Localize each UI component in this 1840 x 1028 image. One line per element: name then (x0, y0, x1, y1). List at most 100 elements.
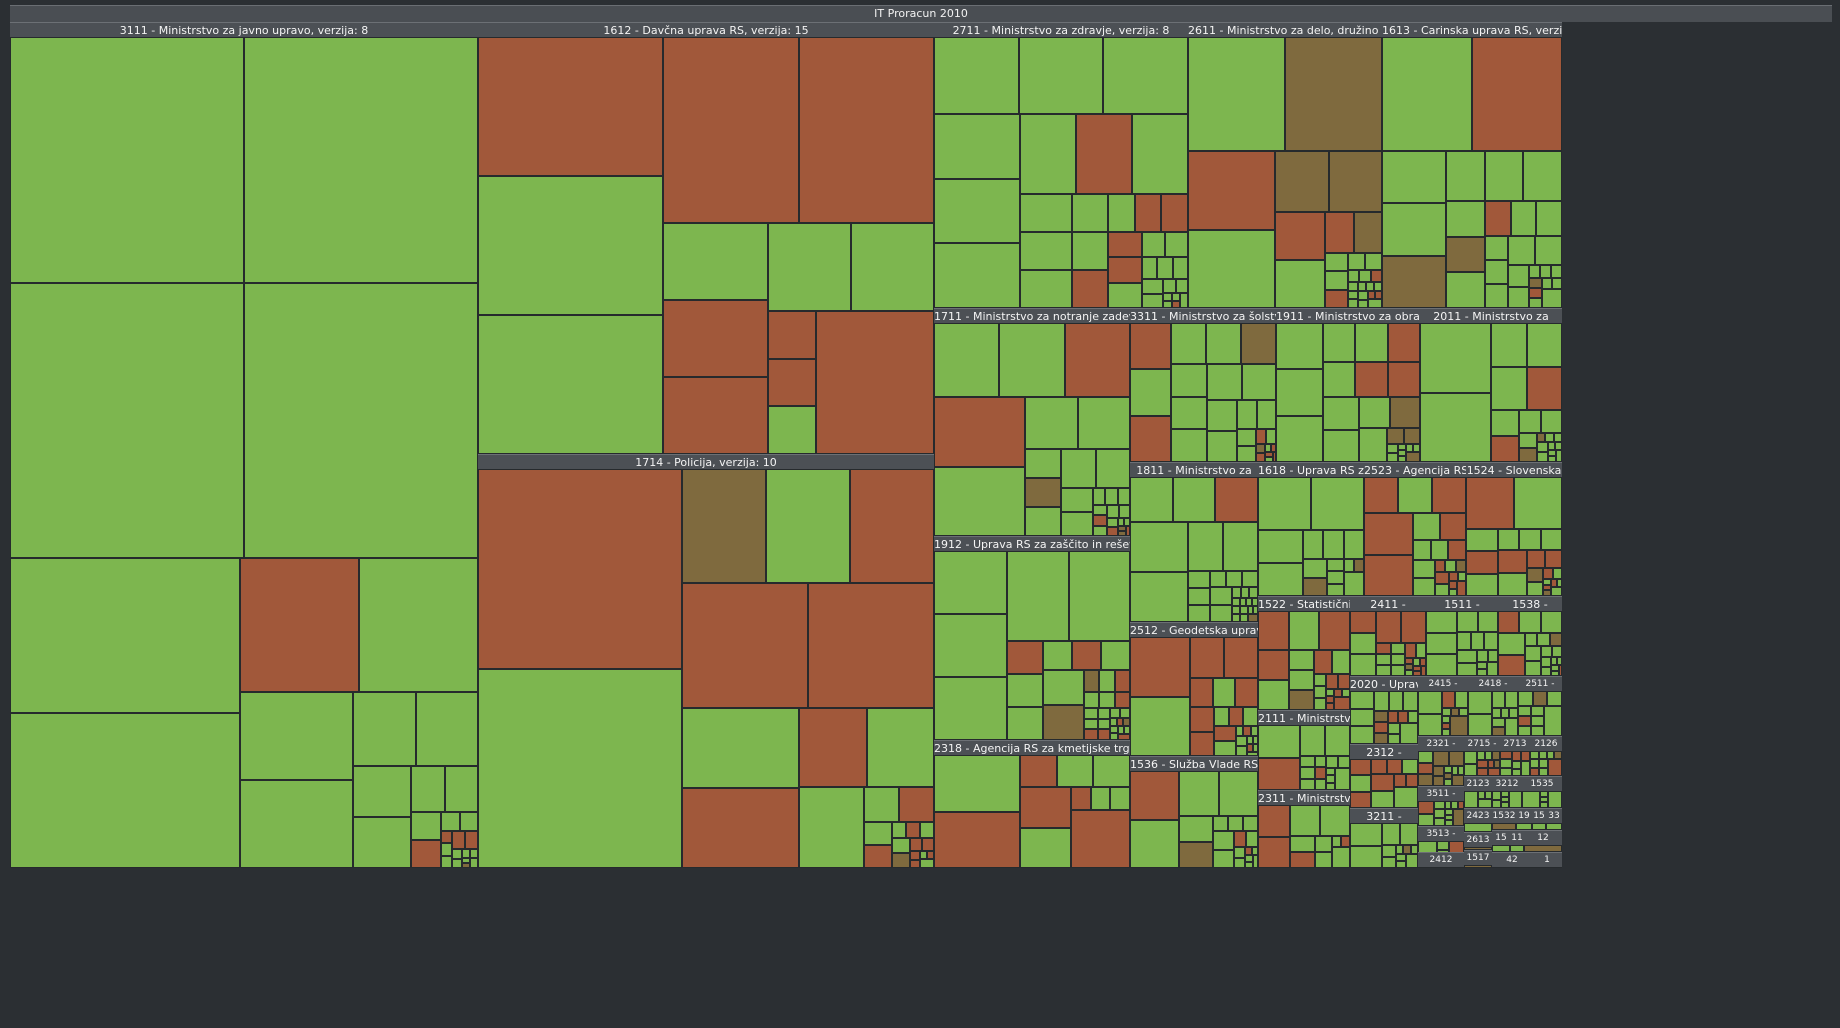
treemap-cell[interactable] (1071, 810, 1130, 868)
treemap-cell[interactable] (1396, 854, 1406, 861)
treemap-cell[interactable] (1327, 583, 1344, 596)
treemap-cell[interactable] (1171, 323, 1206, 364)
treemap-cell[interactable] (1072, 232, 1108, 270)
treemap-cell[interactable] (1464, 791, 1478, 808)
treemap-cell[interactable] (1418, 751, 1433, 763)
treemap-cell[interactable] (1241, 323, 1276, 364)
treemap-cell[interactable] (1449, 572, 1458, 581)
treemap-cell[interactable] (1530, 767, 1539, 776)
treemap-cell[interactable] (1335, 768, 1350, 790)
treemap-cell[interactable] (1350, 708, 1374, 727)
treemap-cell[interactable] (1491, 410, 1519, 436)
treemap-cell[interactable] (1207, 400, 1237, 431)
treemap-cell[interactable] (1043, 641, 1072, 670)
treemap-cell[interactable] (1382, 856, 1396, 868)
treemap-cell[interactable] (1210, 587, 1232, 605)
treemap-cell[interactable] (1084, 729, 1098, 740)
treemap-group[interactable]: 15 (1532, 808, 1546, 830)
treemap-cell[interactable] (1288, 611, 1320, 650)
treemap-cell[interactable] (1110, 708, 1120, 718)
treemap-cell[interactable] (1382, 255, 1446, 308)
treemap-cell[interactable] (10, 713, 240, 868)
treemap-group[interactable]: 12 (1524, 830, 1562, 852)
treemap-cell[interactable] (1319, 611, 1350, 650)
treemap-cell[interactable] (1525, 646, 1541, 661)
treemap-cell[interactable] (452, 858, 462, 868)
treemap-cell[interactable] (1484, 751, 1493, 760)
treemap-cell[interactable] (444, 766, 478, 812)
treemap-cell[interactable] (768, 406, 816, 454)
treemap-cell[interactable] (1071, 787, 1091, 810)
treemap-cell[interactable] (934, 551, 1007, 614)
treemap-cell[interactable] (1551, 579, 1557, 587)
treemap-cell[interactable] (1020, 194, 1072, 232)
treemap-cell[interactable] (1537, 633, 1550, 646)
treemap-cell[interactable] (1510, 201, 1537, 236)
treemap-cell[interactable] (934, 755, 1020, 812)
treemap-group[interactable]: 3212 (1492, 776, 1522, 808)
treemap-cell[interactable] (1061, 449, 1096, 488)
treemap-cell[interactable] (1484, 632, 1498, 650)
treemap-cell[interactable] (1334, 697, 1350, 710)
treemap-cell[interactable] (1478, 791, 1485, 799)
treemap-cell[interactable] (1020, 270, 1072, 308)
treemap-cell[interactable] (1494, 760, 1500, 768)
treemap-cell[interactable] (768, 223, 851, 311)
treemap-cell[interactable] (1334, 689, 1342, 697)
treemap-cell[interactable] (1403, 845, 1411, 854)
treemap-cell[interactable] (1382, 37, 1472, 151)
treemap-cell[interactable] (1249, 587, 1258, 598)
treemap-cell[interactable] (1418, 774, 1433, 786)
treemap-cell[interactable] (1523, 151, 1562, 201)
treemap-cell[interactable] (1348, 290, 1358, 300)
treemap-cell[interactable] (1541, 657, 1551, 667)
treemap-cell[interactable] (906, 822, 920, 838)
treemap-cell[interactable] (1072, 270, 1108, 308)
treemap-cell[interactable] (1387, 453, 1398, 462)
treemap-cell[interactable] (1323, 429, 1359, 462)
treemap-cell[interactable] (1108, 282, 1142, 308)
treemap-cell[interactable] (1315, 778, 1326, 790)
treemap-cell[interactable] (1234, 857, 1245, 868)
treemap-cell[interactable] (1388, 733, 1400, 744)
treemap-cell[interactable] (1529, 278, 1542, 288)
treemap-cell[interactable] (1332, 847, 1350, 868)
treemap-group[interactable]: 2123 (1464, 776, 1492, 808)
treemap-cell[interactable] (1095, 449, 1130, 488)
treemap-cell[interactable] (1247, 744, 1253, 752)
treemap-cell[interactable] (1556, 657, 1562, 665)
treemap-cell[interactable] (1190, 707, 1214, 732)
treemap-cell[interactable] (441, 855, 452, 868)
treemap-cell[interactable] (1505, 718, 1518, 736)
treemap-cell[interactable] (1492, 691, 1505, 708)
treemap-cell[interactable] (1236, 726, 1244, 736)
treemap-cell[interactable] (1435, 560, 1446, 572)
treemap-cell[interactable] (1188, 229, 1275, 308)
treemap-cell[interactable] (1446, 151, 1485, 201)
treemap-cell[interactable] (1090, 787, 1111, 810)
treemap-cell[interactable] (1179, 771, 1219, 816)
treemap-cell[interactable] (1508, 236, 1535, 265)
treemap-cell[interactable] (1300, 778, 1315, 790)
treemap-group[interactable]: 2111 - Ministrstvo (1258, 710, 1350, 790)
treemap-cell[interactable] (441, 831, 452, 844)
treemap-group[interactable]: 1532 (1492, 808, 1516, 830)
treemap-cell[interactable] (1387, 444, 1398, 453)
treemap-cell[interactable] (1540, 802, 1548, 808)
treemap-cell[interactable] (1374, 282, 1382, 291)
treemap-cell[interactable] (1555, 442, 1562, 450)
treemap-cell[interactable] (1025, 449, 1061, 478)
treemap-cell[interactable] (1179, 842, 1213, 868)
treemap-cell[interactable] (682, 788, 799, 868)
treemap-cell[interactable] (1256, 429, 1266, 444)
treemap-group[interactable]: 3511 - (1418, 786, 1464, 826)
treemap-cell[interactable] (1551, 646, 1562, 657)
treemap-cell[interactable] (1258, 611, 1289, 650)
treemap-cell[interactable] (1300, 725, 1325, 756)
treemap-cell[interactable] (1509, 791, 1522, 808)
treemap-cell[interactable] (1359, 397, 1390, 428)
treemap-group[interactable]: 19 (1516, 808, 1532, 830)
treemap-group[interactable]: 3311 - Ministrstvo za šolstvo in (1130, 308, 1276, 462)
treemap-cell[interactable] (1098, 708, 1110, 719)
treemap-cell[interactable] (1426, 654, 1457, 676)
